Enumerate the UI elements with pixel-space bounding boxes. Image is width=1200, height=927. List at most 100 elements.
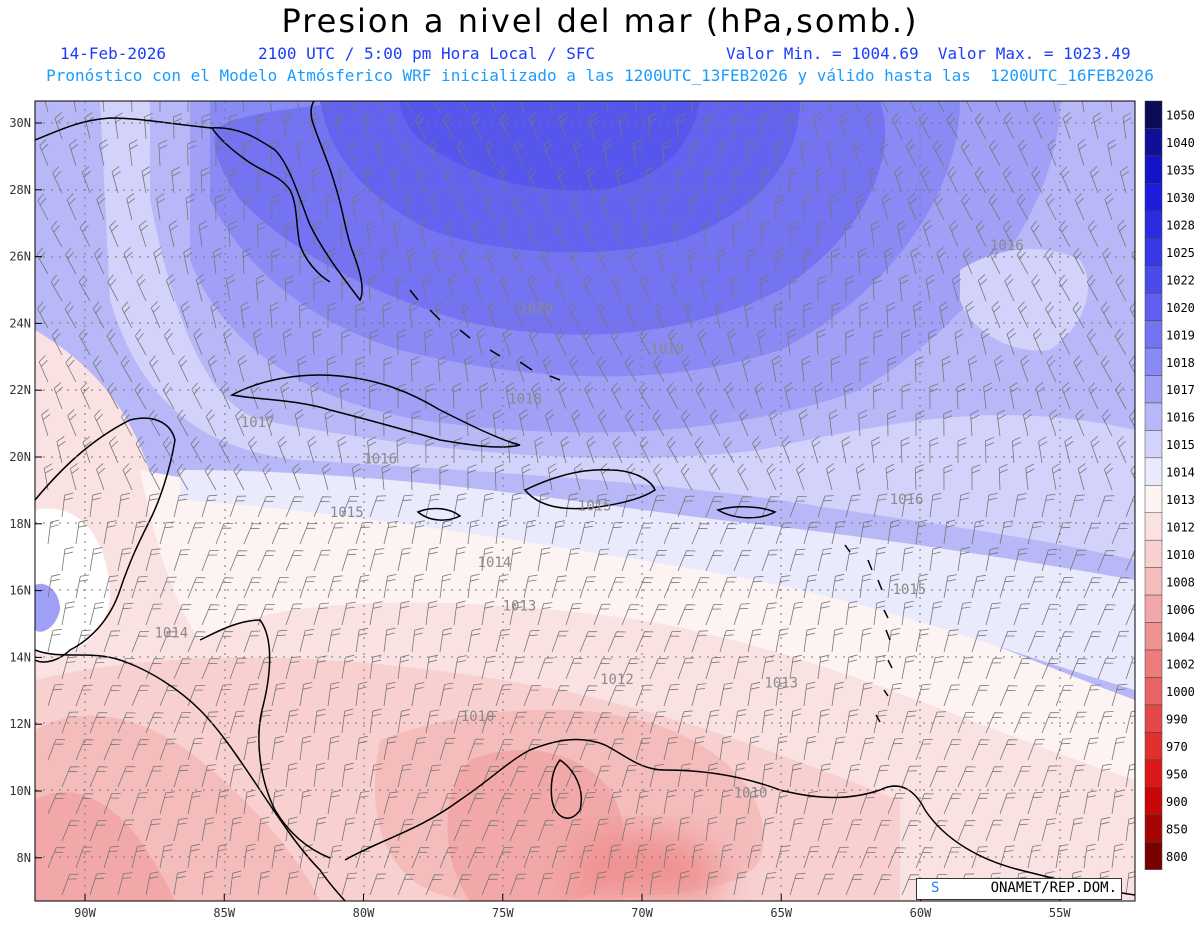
colorbar-swatch xyxy=(1144,320,1163,349)
pressure-colorbar: 1050 1040 1035 1030 1028 1025 1022 1020 1019 1018… xyxy=(1144,100,1195,870)
colorbar-label: 1019 xyxy=(1166,328,1195,342)
isobar-label: 1015 xyxy=(578,498,612,514)
lat-tick-label: 10N xyxy=(9,784,31,798)
colorbar-swatch xyxy=(1144,457,1163,486)
min-max-values: Valor Min. = 1004.69 Valor Max. = 1023.4… xyxy=(726,44,1131,63)
colorbar-label: 1030 xyxy=(1166,191,1195,205)
forecast-date: 14-Feb-2026 xyxy=(60,44,166,63)
lat-tick-label: 28N xyxy=(9,183,31,197)
credit-symbol: S xyxy=(931,880,940,896)
isobar-label: 1020 xyxy=(519,301,553,317)
colorbar-swatch xyxy=(1144,512,1163,541)
isobar-label: 1013 xyxy=(764,675,798,691)
colorbar-swatch xyxy=(1144,732,1163,761)
colorbar-label: 1010 xyxy=(1166,548,1195,562)
lat-tick-label: 26N xyxy=(9,250,31,264)
isobar-label: 1016 xyxy=(363,452,397,468)
colorbar-label: 1025 xyxy=(1166,246,1195,260)
colorbar-label: 1012 xyxy=(1166,520,1195,534)
isobar-label: 1014 xyxy=(154,625,188,641)
colorbar-swatch xyxy=(1144,485,1163,513)
graticule xyxy=(35,101,1135,901)
colorbar-label: 1035 xyxy=(1166,164,1195,178)
latitude-axis: 30N 28N 26N 24N 22N 20N 18N 16N 14N 12N 10N 8N xyxy=(9,116,42,865)
chart-title: Presion a nivel del mar (hPa,somb.) xyxy=(281,2,919,40)
colorbar-label: 1022 xyxy=(1166,273,1195,287)
colorbar-label: 1015 xyxy=(1166,438,1195,452)
colorbar-label: 1004 xyxy=(1166,630,1195,644)
colorbar-swatch xyxy=(1144,814,1163,843)
colorbar-swatch xyxy=(1144,265,1163,294)
colorbar-swatch xyxy=(1144,402,1163,431)
model-run-note: Pronóstico con el Modelo Atmósferico WRF… xyxy=(46,66,1154,85)
colorbar-label: 1014 xyxy=(1166,466,1195,480)
lon-tick-label: 60W xyxy=(910,906,932,920)
isobar-label: 1016 xyxy=(990,238,1024,254)
lat-tick-label: 20N xyxy=(9,450,31,464)
colorbar-swatch xyxy=(1144,375,1163,404)
lon-tick-label: 85W xyxy=(213,906,235,920)
colorbar-swatch xyxy=(1144,567,1163,596)
coastlines xyxy=(35,101,1135,901)
credit-box: S ONAMET/REP.DOM. xyxy=(916,878,1122,900)
lat-tick-label: 30N xyxy=(9,116,31,130)
colorbar-label: 970 xyxy=(1166,740,1188,754)
colorbar-label: 1050 xyxy=(1166,109,1195,123)
colorbar-swatch xyxy=(1144,347,1163,376)
colorbar-label: 1018 xyxy=(1166,356,1195,370)
colorbar-label: 1002 xyxy=(1166,658,1195,672)
lon-tick-label: 55W xyxy=(1049,906,1071,920)
colorbar-label: 800 xyxy=(1166,850,1188,864)
isobar-label: 1012 xyxy=(600,672,634,688)
lat-tick-label: 8N xyxy=(17,851,31,865)
colorbar-label: 850 xyxy=(1166,822,1188,836)
isobar-label: 1014 xyxy=(478,555,512,571)
isobar-label: 1015 xyxy=(330,505,364,521)
colorbar-swatch xyxy=(1144,100,1163,129)
colorbar-swatch xyxy=(1144,649,1163,678)
isobar-label: 1013 xyxy=(503,599,537,615)
lon-tick-label: 75W xyxy=(492,906,514,920)
colorbar-swatch xyxy=(1144,622,1163,651)
lon-tick-label: 70W xyxy=(631,906,653,920)
colorbar-swatch xyxy=(1144,128,1163,157)
isobar-label: 1010 xyxy=(734,786,768,802)
colorbar-swatch xyxy=(1144,759,1163,788)
plot-frame xyxy=(34,100,1136,902)
colorbar-swatch xyxy=(1144,210,1163,239)
colorbar-swatch xyxy=(1144,292,1163,321)
colorbar-label: 1013 xyxy=(1166,493,1195,507)
colorbar-label: 1016 xyxy=(1166,411,1195,425)
isobar-label: 1018 xyxy=(508,392,542,408)
isobar-label: 1010 xyxy=(461,709,495,725)
colorbar-swatch xyxy=(1144,238,1163,266)
colorbar-swatch xyxy=(1144,430,1163,459)
colorbar-label: 1006 xyxy=(1166,603,1195,617)
lat-tick-label: 22N xyxy=(9,383,31,397)
colorbar-label: 1020 xyxy=(1166,301,1195,315)
colorbar-label: 1008 xyxy=(1166,575,1195,589)
colorbar-swatch xyxy=(1144,787,1163,815)
lat-tick-label: 18N xyxy=(9,517,31,531)
lat-tick-label: 16N xyxy=(9,584,31,598)
lon-tick-label: 65W xyxy=(770,906,792,920)
colorbar-label: 990 xyxy=(1166,713,1188,727)
colorbar-label: 1000 xyxy=(1166,685,1195,699)
lon-tick-label: 90W xyxy=(74,906,96,920)
isobar-label: 1016 xyxy=(890,492,924,508)
lat-tick-label: 24N xyxy=(9,316,31,330)
colorbar-label: 950 xyxy=(1166,768,1188,782)
credit-text: ONAMET/REP.DOM. xyxy=(990,880,1117,896)
colorbar-swatch xyxy=(1144,841,1163,870)
colorbar-swatch xyxy=(1144,539,1163,568)
colorbar-swatch xyxy=(1144,677,1163,706)
colorbar-label: 1028 xyxy=(1166,219,1195,233)
colorbar-swatch xyxy=(1144,183,1163,212)
longitude-axis: 90W 85W 80W 75W 70W 65W 60W 55W xyxy=(74,894,1071,920)
isobar-labels: 1020 1019 1018 1017 1016 1016 1016 1015 1015 1015… xyxy=(154,238,1023,802)
colorbar-label: 900 xyxy=(1166,795,1188,809)
lat-tick-label: 12N xyxy=(9,717,31,731)
colorbar-label: 1017 xyxy=(1166,383,1195,397)
colorbar-swatch xyxy=(1144,594,1163,623)
